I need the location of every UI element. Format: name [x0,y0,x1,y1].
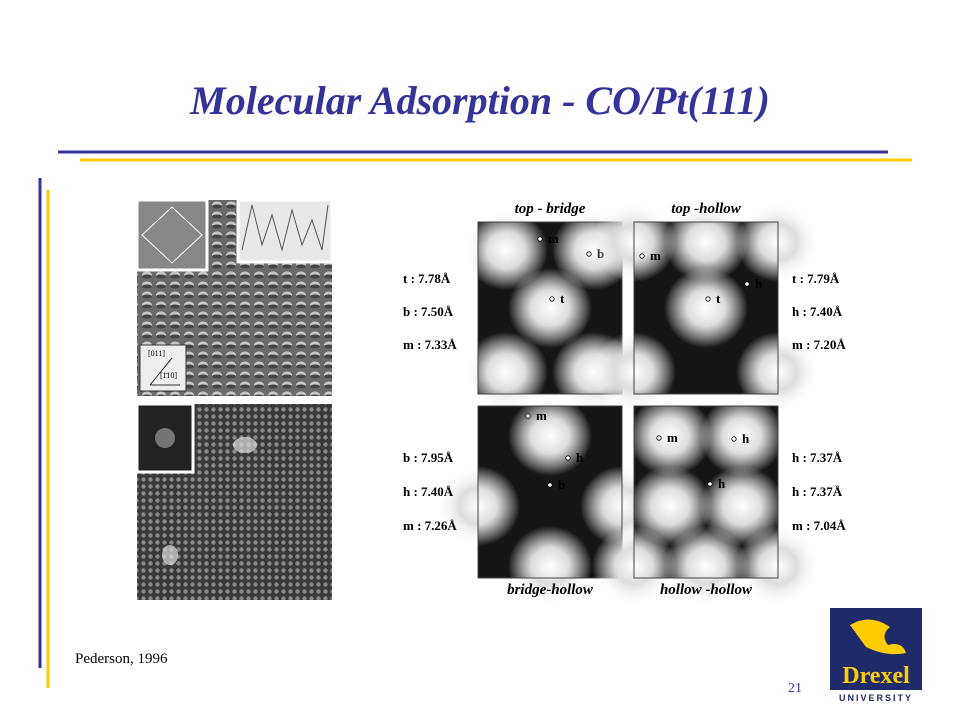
marker-label: h [718,476,726,491]
marker-dot [537,236,543,242]
title: Molecular Adsorption - CO/Pt(111) [189,78,770,123]
panel-frame [633,221,779,395]
marker-dot [731,436,737,442]
citation: Pederson, 1996 [75,651,168,667]
marker-label: m [650,248,661,263]
panel-value: m : 7.04Å [792,518,846,533]
panel-label: top -hollow [671,201,742,217]
panel-value: m : 7.20Å [792,337,846,352]
marker-label: m [667,430,678,445]
panel-blob [464,332,548,412]
marker-label: m [548,231,559,246]
marker-dot [565,455,571,461]
panel-value: b : 7.95Å [403,450,454,465]
panel-blob [628,396,712,476]
panel-blob [664,268,748,348]
marker-label: m [536,408,547,423]
panel-value: h : 7.40Å [792,304,843,319]
panel-label: bridge-hollow [507,582,594,598]
panel-blob [700,396,784,476]
logo-subtitle: UNIVERSITY [839,693,913,703]
marker-label: h [742,431,750,446]
marker-label: t [716,291,721,306]
panel-value: h : 7.40Å [403,484,454,499]
panel-value: t : 7.79Å [792,271,840,286]
panel-value: m : 7.26Å [403,518,457,533]
marker-dot [586,251,592,257]
marker-label: b [558,477,565,492]
marker-dot [547,482,553,488]
panel-value: m : 7.33Å [403,337,457,352]
marker-dot [525,413,531,419]
panel-frame [477,405,623,579]
panel-label: hollow -hollow [660,582,753,598]
panel-value: t : 7.78Å [403,271,451,286]
stm-image: [011] [1̄10] [135,198,334,600]
marker-dot [744,281,750,287]
marker-dot [549,296,555,302]
panel-label: top - bridge [515,201,586,217]
inset-label: [1̄10] [160,371,177,380]
panel-value: h : 7.37Å [792,450,843,465]
page-number: 21 [788,681,802,696]
marker-dot [656,435,662,441]
inset-label: [011] [148,349,165,358]
marker-label: h [755,276,763,291]
panel-value: h : 7.37Å [792,484,843,499]
panel-value: b : 7.50Å [403,304,454,319]
panel-blob [508,526,592,606]
logo-name: Drexel [842,663,910,689]
panel-frame [477,221,623,395]
logo: Drexel UNIVERSITY [830,608,922,704]
marker-dot [639,253,645,259]
marker-label: t [560,291,565,306]
panel-blob [664,526,748,606]
marker-dot [707,481,713,487]
marker-label: h [576,450,584,465]
panel-frame [633,405,779,579]
panel-blob [700,466,784,546]
panel-blob [508,268,592,348]
marker-dot [705,296,711,302]
panel-blob [464,210,548,290]
panel-blob [628,466,712,546]
